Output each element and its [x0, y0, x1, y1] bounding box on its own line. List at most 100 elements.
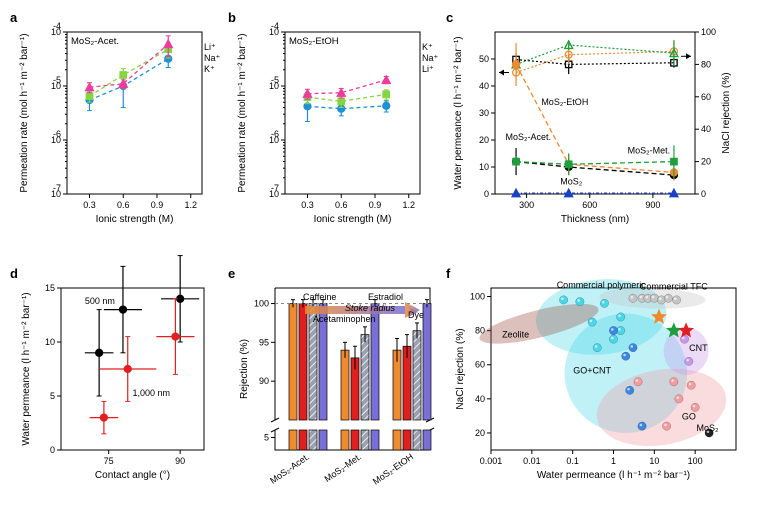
svg-text:50: 50 — [479, 54, 489, 64]
svg-text:Permeation rate (mol h⁻¹ m⁻² b: Permeation rate (mol h⁻¹ m⁻² bar⁻¹) — [237, 33, 248, 192]
svg-text:Commercial polymeric: Commercial polymeric — [557, 280, 647, 290]
svg-text:Estradiol: Estradiol — [368, 292, 403, 302]
svg-text:Na⁺: Na⁺ — [204, 53, 221, 63]
svg-text:0.6: 0.6 — [117, 200, 130, 210]
svg-text:MoS₂: MoS₂ — [696, 423, 719, 433]
svg-text:MoS₂-Met.: MoS₂-Met. — [323, 451, 364, 484]
svg-text:Contact angle (°): Contact angle (°) — [95, 470, 170, 481]
panel-c-label: c — [446, 10, 453, 25]
svg-text:5: 5 — [264, 433, 269, 443]
svg-text:Rejection (%): Rejection (%) — [239, 339, 250, 399]
svg-text:1,000 nm: 1,000 nm — [133, 388, 171, 398]
svg-text:500 nm: 500 nm — [85, 296, 115, 306]
svg-text:75: 75 — [104, 456, 114, 466]
plot-f: 0.0010.010.111010020406080100Water perme… — [486, 280, 746, 480]
svg-text:90: 90 — [175, 456, 185, 466]
svg-text:Ionic strength (M): Ionic strength (M) — [314, 214, 392, 225]
svg-text:Acetaminophen: Acetaminophen — [313, 314, 376, 324]
svg-text:20: 20 — [479, 135, 489, 145]
svg-text:Na⁺: Na⁺ — [422, 53, 439, 63]
svg-text:90: 90 — [259, 376, 269, 386]
svg-text:NaCl rejection (%): NaCl rejection (%) — [721, 72, 732, 153]
svg-text:-6: -6 — [53, 129, 61, 139]
svg-text:1: 1 — [611, 456, 616, 466]
svg-text:CNT: CNT — [689, 343, 708, 353]
svg-text:0.001: 0.001 — [480, 456, 503, 466]
svg-text:-5: -5 — [53, 75, 61, 85]
panel-e: e 90 95 100 5 Rejection (%) MoS₂-Acet. MoS₂-Me… — [228, 266, 438, 516]
plot-c: 300600900Thickness (nm)01020304050Water … — [490, 24, 734, 224]
svg-text:10: 10 — [45, 337, 55, 347]
svg-text:1.2: 1.2 — [402, 200, 415, 210]
panel-b: b 10-710-610-510-40.30.60.91.2Ionic stre… — [228, 10, 438, 260]
svg-text:Stoke radius: Stoke radius — [345, 303, 396, 313]
svg-text:30: 30 — [479, 108, 489, 118]
svg-text:K⁺: K⁺ — [422, 42, 433, 52]
svg-text:0.01: 0.01 — [523, 456, 541, 466]
svg-text:600: 600 — [582, 200, 597, 210]
svg-text:100: 100 — [470, 292, 485, 302]
svg-text:0.3: 0.3 — [301, 200, 314, 210]
svg-text:Ionic strength (M): Ionic strength (M) — [96, 214, 174, 225]
svg-text:0: 0 — [50, 445, 55, 455]
svg-text:20: 20 — [475, 428, 485, 438]
svg-text:K⁺: K⁺ — [204, 64, 215, 74]
svg-text:0.9: 0.9 — [151, 200, 164, 210]
svg-text:Thickness (nm): Thickness (nm) — [561, 214, 629, 225]
svg-text:0: 0 — [484, 189, 489, 199]
svg-text:MoS₂-Met.: MoS₂-Met. — [628, 146, 671, 156]
panel-a-label: a — [10, 10, 17, 25]
svg-text:300: 300 — [519, 200, 534, 210]
plot-a: 10-710-610-510-40.30.60.91.2Ionic streng… — [62, 24, 212, 224]
svg-text:0.3: 0.3 — [83, 200, 96, 210]
svg-text:MoS₂-EtOH: MoS₂-EtOH — [541, 97, 588, 107]
panel-f-label: f — [446, 266, 450, 281]
svg-text:-4: -4 — [53, 21, 61, 31]
svg-text:15: 15 — [45, 283, 55, 293]
svg-text:5: 5 — [50, 391, 55, 401]
svg-text:-7: -7 — [271, 183, 279, 193]
svg-text:100: 100 — [701, 27, 716, 37]
svg-text:100: 100 — [688, 456, 703, 466]
svg-text:-4: -4 — [271, 21, 279, 31]
panel-c: c 300600900Thickness (nm)01020304050Wate… — [446, 10, 756, 260]
svg-text:900: 900 — [645, 200, 660, 210]
svg-text:Li⁺: Li⁺ — [422, 64, 434, 74]
panel-e-label: e — [228, 266, 235, 281]
svg-text:Water permeance (l h⁻¹ m⁻² bar: Water permeance (l h⁻¹ m⁻² bar⁻¹) — [21, 292, 32, 445]
svg-text:0.6: 0.6 — [335, 200, 348, 210]
svg-text:Caffeine: Caffeine — [303, 292, 336, 302]
plot-e: 90951005Rejection (%)MoS₂-Acet.MoS₂-Met.… — [270, 280, 435, 500]
svg-text:MoS₂-EtOH: MoS₂-EtOH — [371, 451, 415, 486]
svg-text:100: 100 — [254, 299, 269, 309]
plot-d: 7590051015Contact angle (°)Water permean… — [56, 280, 211, 480]
svg-text:0.9: 0.9 — [369, 200, 382, 210]
svg-text:Zeolite: Zeolite — [502, 329, 529, 339]
panel-a: a 10-710-610-510-40.30.60.91.2Ionic stre… — [10, 10, 220, 260]
svg-text:0: 0 — [701, 189, 706, 199]
svg-text:GO: GO — [682, 411, 696, 421]
svg-text:-7: -7 — [53, 183, 61, 193]
svg-text:Commercial TFC: Commercial TFC — [640, 282, 708, 292]
svg-text:Permeation rate (mol h⁻¹ m⁻² b: Permeation rate (mol h⁻¹ m⁻² bar⁻¹) — [19, 33, 30, 192]
svg-text:MoS₂-Acet.: MoS₂-Acet. — [268, 451, 311, 485]
svg-text:80: 80 — [701, 59, 711, 69]
svg-text:40: 40 — [479, 81, 489, 91]
svg-text:MoS₂-Acet.: MoS₂-Acet. — [506, 132, 552, 142]
svg-text:0.1: 0.1 — [566, 456, 579, 466]
panel-f: f 0.0010.010.111010020406080100Water per… — [446, 266, 756, 516]
svg-text:10: 10 — [649, 456, 659, 466]
panel-d: d 7590051015Contact angle (°)Water perme… — [10, 266, 220, 516]
svg-text:Dye: Dye — [408, 310, 424, 320]
svg-text:60: 60 — [701, 92, 711, 102]
svg-text:40: 40 — [701, 124, 711, 134]
svg-text:40: 40 — [475, 394, 485, 404]
svg-text:MoS₂-Acet.: MoS₂-Acet. — [71, 36, 119, 47]
svg-text:60: 60 — [475, 360, 485, 370]
svg-text:MoS₂: MoS₂ — [560, 177, 583, 187]
svg-text:20: 20 — [701, 157, 711, 167]
svg-text:GO+CNT: GO+CNT — [573, 365, 611, 375]
svg-text:95: 95 — [259, 337, 269, 347]
svg-text:MoS₂-EtOH: MoS₂-EtOH — [289, 36, 339, 47]
plot-b: 10-710-610-510-40.30.60.91.2Ionic streng… — [280, 24, 430, 224]
